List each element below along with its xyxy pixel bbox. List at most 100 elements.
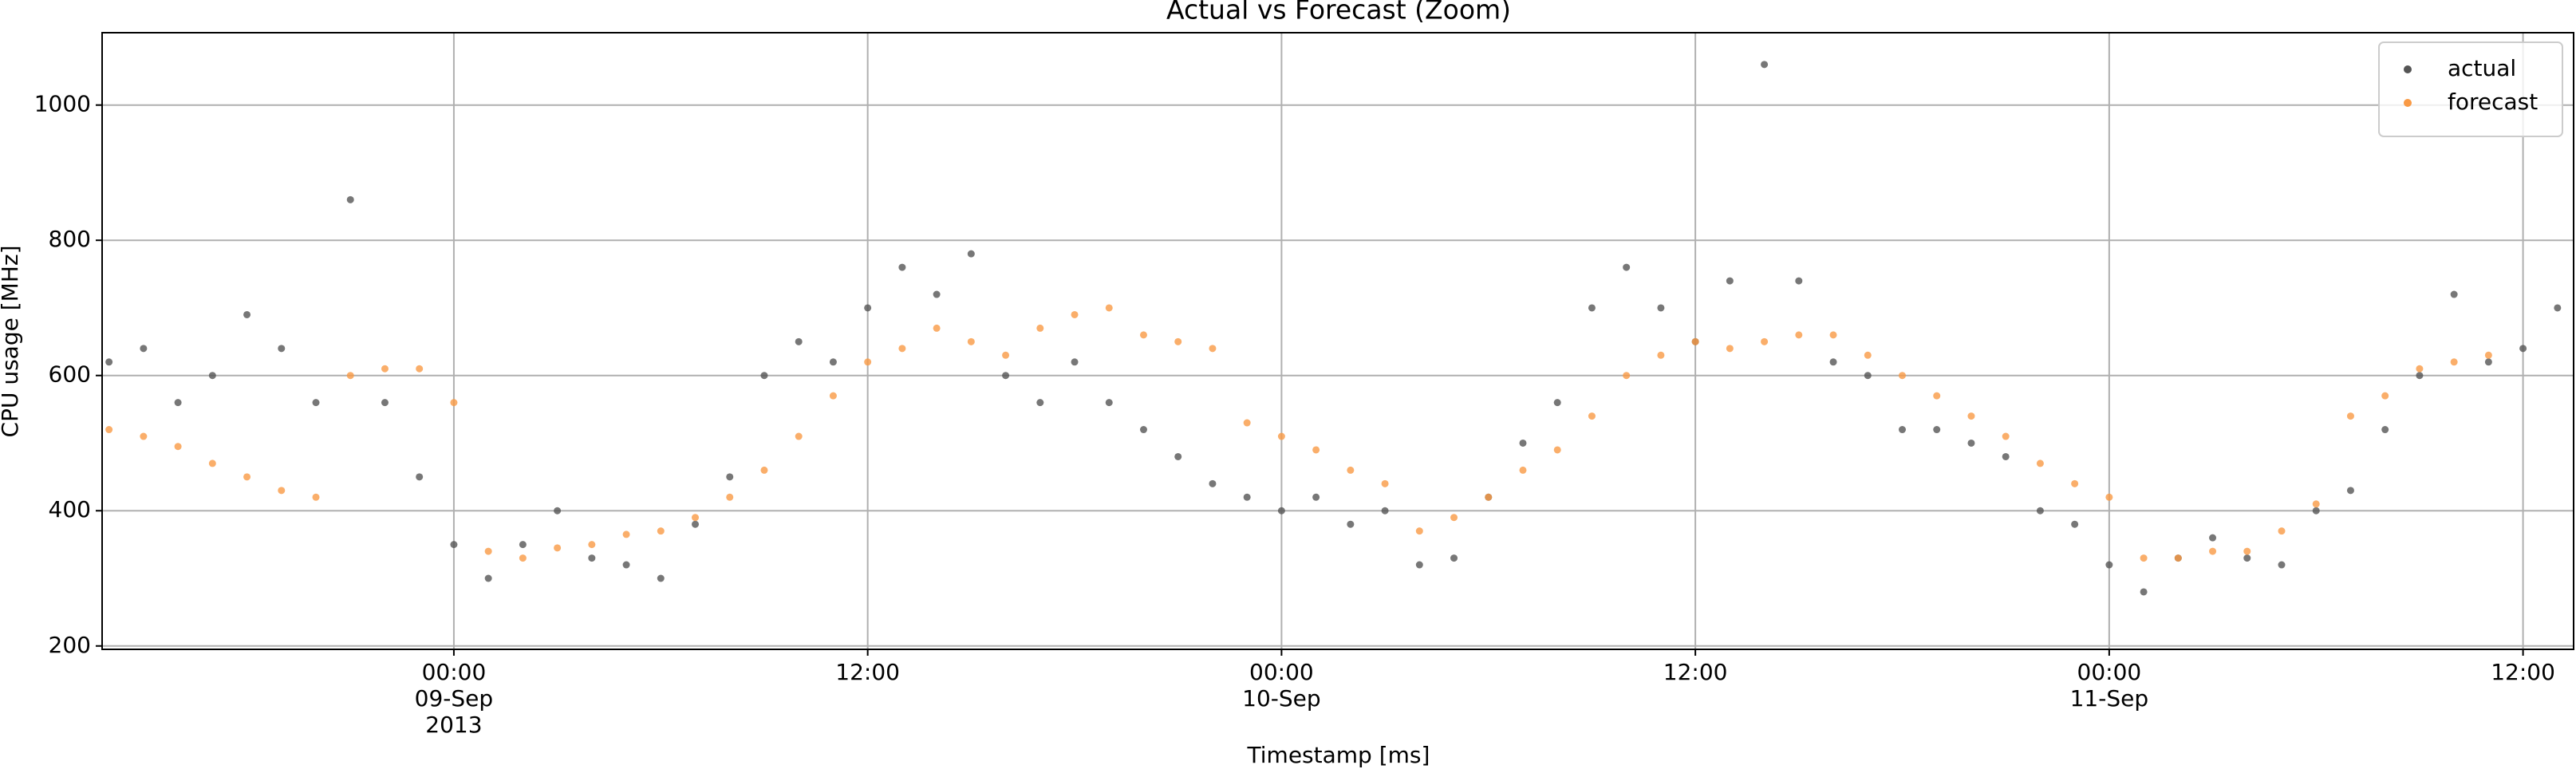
point <box>2140 554 2148 562</box>
point <box>1312 446 1320 454</box>
x-tick-label: 11-Sep <box>2070 685 2149 712</box>
point <box>1209 345 1217 353</box>
x-axis-label: Timestamp [ms] <box>1247 742 1430 768</box>
point <box>1691 337 1699 345</box>
x-tick-label: 2013 <box>425 712 482 738</box>
point <box>519 541 527 549</box>
point <box>588 541 596 549</box>
point <box>1726 277 1734 285</box>
point <box>2519 345 2527 353</box>
point <box>1588 304 1596 312</box>
point <box>416 365 424 373</box>
point <box>2002 452 2010 460</box>
point <box>1243 493 1251 501</box>
point <box>140 432 148 440</box>
point <box>416 473 424 481</box>
point <box>2243 547 2251 555</box>
point <box>140 345 148 353</box>
point <box>1761 337 1769 345</box>
point <box>1036 324 1044 332</box>
point <box>450 399 458 407</box>
point <box>484 574 492 582</box>
point <box>933 290 941 298</box>
point <box>1450 554 1458 562</box>
y-tick-label: 1000 <box>34 91 91 117</box>
point <box>1243 419 1251 427</box>
point <box>967 337 975 345</box>
point <box>1312 493 1320 501</box>
point <box>1485 493 1493 501</box>
point <box>1071 358 1079 366</box>
point <box>2450 358 2458 366</box>
legend-marker <box>2404 65 2412 73</box>
point <box>933 324 941 332</box>
legend-label: actual <box>2448 55 2516 81</box>
point <box>795 432 803 440</box>
point <box>2174 554 2182 562</box>
point <box>105 426 113 434</box>
point <box>312 399 320 407</box>
point <box>1347 466 1355 474</box>
point <box>2209 547 2217 555</box>
point <box>588 554 596 562</box>
point <box>2346 487 2354 495</box>
x-tick-label: 12:00 <box>835 659 900 685</box>
point <box>2036 459 2044 467</box>
plot-frame <box>101 32 2574 650</box>
x-tick-label: 00:00 <box>422 659 487 685</box>
point <box>2346 412 2354 420</box>
point <box>726 493 734 501</box>
point <box>1967 412 1975 420</box>
point <box>1174 452 1182 460</box>
point <box>1623 372 1631 380</box>
point <box>1277 507 1285 515</box>
point <box>1864 351 1872 359</box>
point <box>1519 466 1527 474</box>
point <box>726 473 734 481</box>
x-tick-label: 12:00 <box>1663 659 1728 685</box>
point <box>1933 426 1941 434</box>
point <box>1347 520 1355 528</box>
point <box>1933 392 1941 400</box>
point <box>1105 304 1113 312</box>
point <box>1553 446 1561 454</box>
point <box>760 466 768 474</box>
legend-marker <box>2404 99 2412 107</box>
point <box>1071 310 1079 318</box>
point <box>554 544 562 552</box>
point <box>1761 61 1769 69</box>
point <box>829 358 837 366</box>
point <box>1864 372 1872 380</box>
point <box>1002 351 1010 359</box>
point <box>1898 426 1906 434</box>
point <box>829 392 837 400</box>
legend-label: forecast <box>2448 89 2538 115</box>
y-tick-label: 200 <box>49 632 91 658</box>
point <box>1277 432 1285 440</box>
point <box>278 487 286 495</box>
point <box>278 345 286 353</box>
point <box>657 574 665 582</box>
point <box>105 358 113 366</box>
x-tick-label: 12:00 <box>2491 659 2555 685</box>
x-tick-label: 10-Sep <box>1242 685 1321 712</box>
point <box>381 399 389 407</box>
point <box>1553 399 1561 407</box>
point <box>2036 507 2044 515</box>
x-tick-label: 09-Sep <box>415 685 494 712</box>
point <box>1415 527 1423 535</box>
point <box>208 372 216 380</box>
point <box>346 195 354 203</box>
point <box>2381 392 2389 400</box>
legend-frame <box>2378 41 2563 137</box>
point <box>450 541 458 549</box>
x-tick-label: 00:00 <box>1249 659 1314 685</box>
point <box>864 304 872 312</box>
point <box>1657 351 1665 359</box>
point <box>1036 399 1044 407</box>
point <box>1657 304 1665 312</box>
point <box>2071 479 2079 487</box>
point <box>692 520 700 528</box>
